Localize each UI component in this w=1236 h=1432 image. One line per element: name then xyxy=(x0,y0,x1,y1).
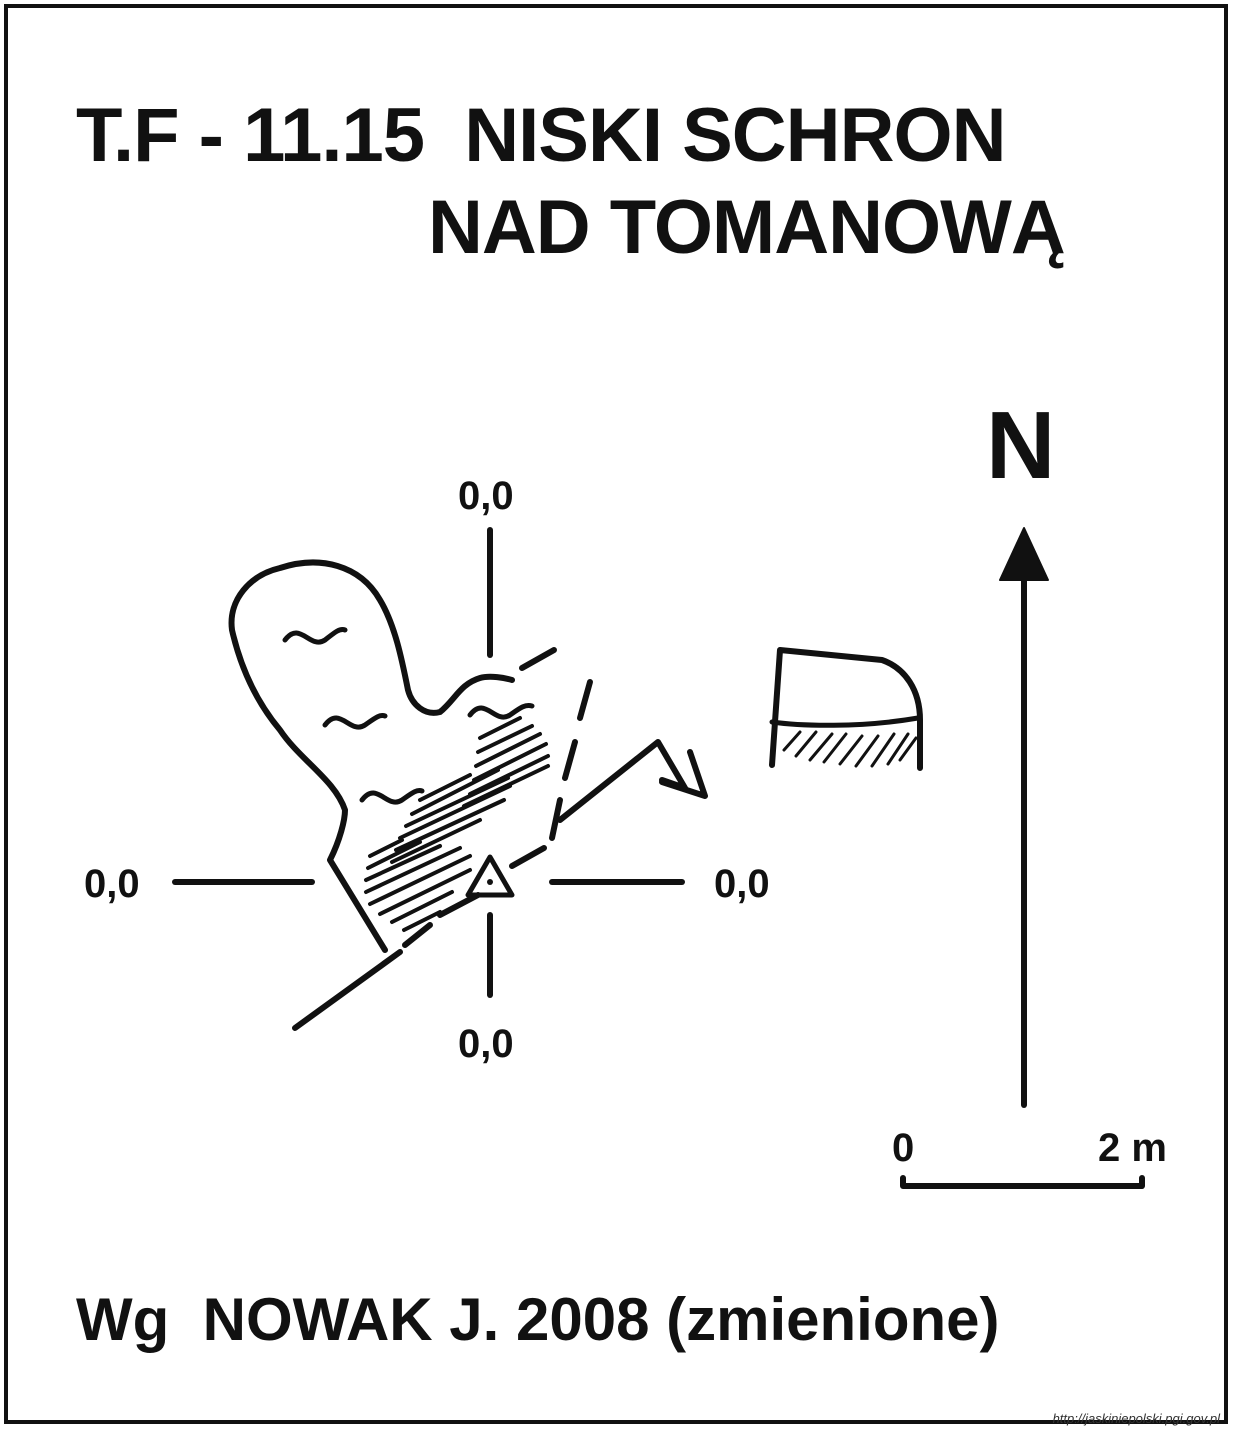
title-line-1: T.F - 11.15 NISKI SCHRON xyxy=(76,93,1006,178)
cave-wall-outline xyxy=(228,559,515,953)
sediment-wavy-symbols xyxy=(282,627,535,805)
scale-bar xyxy=(900,1175,1145,1189)
north-arrow xyxy=(999,527,1049,1108)
elevation-label-left: 0,0 xyxy=(84,862,140,906)
scale-end-label: 2 m xyxy=(1098,1126,1167,1170)
reference-cross-lines xyxy=(172,527,685,998)
diagram-frame xyxy=(4,4,1228,1424)
title-line-2: NAD TOMANOWĄ xyxy=(428,185,1066,270)
dripline-dashed-edge xyxy=(402,647,593,948)
cross-section-profile xyxy=(769,647,923,771)
rubble-hatching xyxy=(364,716,550,932)
elevation-label-top: 0,0 xyxy=(458,474,514,518)
elevation-label-bottom: 0,0 xyxy=(458,1022,514,1066)
elevation-label-right: 0,0 xyxy=(714,862,770,906)
survey-station-marker xyxy=(465,854,515,898)
north-label: N xyxy=(986,392,1056,499)
scale-start-label: 0 xyxy=(892,1126,915,1170)
slope-arrow-head xyxy=(659,749,708,799)
source-url: http://jaskiniepolski.pgi.gov.pl xyxy=(1052,1411,1220,1426)
source-citation: Wg NOWAK J. 2008 (zmienione) xyxy=(76,1286,1000,1353)
entrance-ground-line xyxy=(292,949,403,1031)
